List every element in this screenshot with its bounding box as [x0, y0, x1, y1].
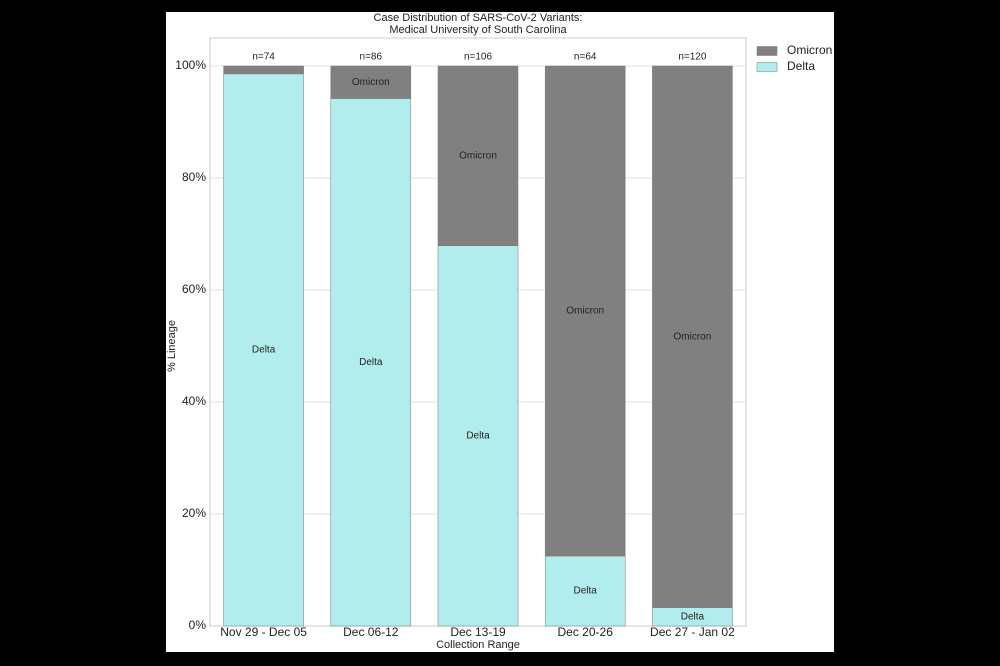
legend-swatch — [756, 62, 778, 72]
segment-label: Delta — [681, 611, 705, 622]
segment-label: Delta — [252, 345, 276, 356]
segment-label: Delta — [574, 586, 598, 597]
sample-size-label: n=74 — [252, 52, 275, 63]
bar-segment — [652, 65, 733, 608]
bar-segment — [223, 65, 304, 75]
sample-size-label: n=120 — [678, 52, 707, 63]
legend-label: Omicron — [787, 43, 832, 57]
y-axis-title: % Lineage — [166, 320, 178, 372]
sample-size-label: n=106 — [464, 52, 493, 63]
y-tick-label: 40% — [182, 394, 206, 408]
segment-label: Delta — [359, 357, 383, 368]
x-tick-label: Dec 13-19 — [450, 625, 506, 639]
bar-segment — [330, 65, 412, 99]
x-tick-label: Nov 29 - Dec 05 — [220, 625, 307, 639]
bar-segment — [223, 73, 304, 627]
segment-label: Omicron — [352, 77, 390, 88]
chart-subtitle: Medical University of South Carolina — [389, 24, 567, 36]
segment-label: Delta — [466, 431, 490, 442]
y-tick-label: 60% — [182, 282, 206, 296]
segment-label: Omicron — [566, 306, 604, 317]
x-tick-label: Dec 20-26 — [558, 625, 614, 639]
y-tick-label: 100% — [175, 58, 206, 72]
segment-label: Omicron — [459, 151, 497, 162]
bar-segment — [437, 245, 519, 627]
y-tick-label: 20% — [182, 506, 206, 520]
bar-segment — [544, 555, 626, 627]
y-tick-label: 80% — [182, 170, 206, 184]
bar-segment — [544, 65, 626, 557]
y-tick-label: 0% — [189, 618, 207, 632]
chart-title: Case Distribution of SARS-CoV-2 Variants… — [374, 12, 583, 24]
x-tick-label: Dec 27 - Jan 02 — [650, 625, 735, 639]
sample-size-label: n=64 — [574, 52, 597, 63]
bar-segment — [330, 98, 412, 627]
legend-swatch — [756, 46, 778, 56]
x-axis-title: Collection Range — [436, 639, 520, 651]
x-tick-label: Dec 06-12 — [343, 625, 399, 639]
sample-size-label: n=86 — [360, 52, 383, 63]
bar-segment — [437, 65, 519, 247]
legend-label: Delta — [787, 59, 815, 73]
segment-label: Omicron — [674, 331, 712, 342]
